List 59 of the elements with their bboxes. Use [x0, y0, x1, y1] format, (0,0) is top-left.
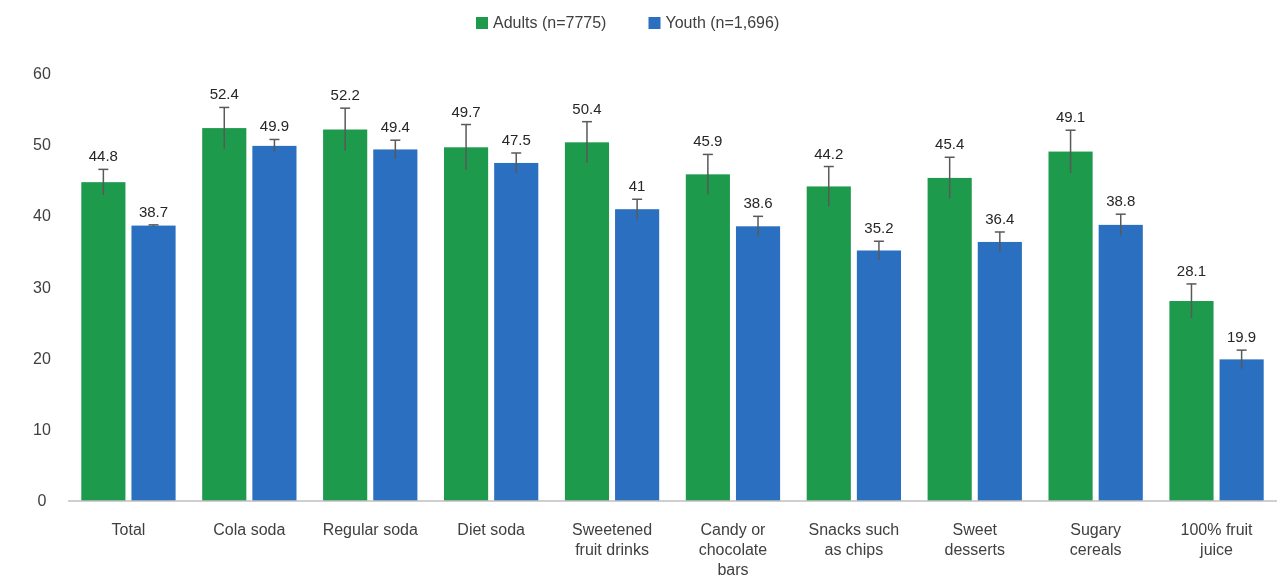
bar	[977, 241, 1022, 501]
y-tick-label: 20	[33, 349, 51, 367]
bar	[1048, 151, 1093, 501]
bar	[494, 162, 539, 501]
data-label: 49.1	[1055, 108, 1086, 126]
y-tick-label: 10	[33, 420, 51, 438]
y-tick-label: 0	[37, 492, 47, 509]
bar	[202, 128, 247, 501]
bar	[1169, 301, 1214, 501]
data-label: 45.9	[693, 132, 723, 150]
bar	[323, 129, 368, 501]
bar	[856, 250, 901, 501]
data-label: 50.4	[572, 99, 602, 117]
data-label: 49.4	[380, 118, 410, 136]
bar	[615, 209, 660, 501]
data-label: 49.9	[259, 117, 290, 135]
data-label: 38.6	[743, 194, 773, 212]
x-tick-label: Sugary cereals	[1069, 521, 1122, 558]
data-label: 49.7	[451, 102, 481, 120]
bar	[444, 147, 489, 501]
data-label: 44.2	[814, 144, 844, 162]
data-label: 47.5	[501, 130, 531, 148]
data-label: 38.8	[1106, 192, 1136, 210]
data-label: 44.8	[88, 147, 118, 165]
bar	[685, 174, 730, 501]
bar	[735, 226, 781, 501]
y-tick-label: 40	[33, 207, 51, 225]
legend-label: Youth (n=1,696)	[665, 14, 780, 31]
data-label: 38.7	[138, 202, 169, 220]
bar	[81, 182, 126, 501]
x-tick-label: Snacks such as chips	[808, 521, 900, 558]
x-tick-label: Regular soda	[322, 521, 418, 538]
data-label: 45.4	[935, 135, 965, 153]
x-tick-label: Sweet desserts	[944, 521, 1005, 558]
x-tick-label: Total	[111, 521, 146, 538]
bar	[1219, 359, 1264, 501]
x-tick-label: Sweetened fruit drinks	[572, 521, 653, 558]
bar	[373, 149, 418, 501]
data-label: 19.9	[1227, 328, 1257, 346]
data-label: 36.4	[985, 209, 1015, 227]
y-tick-label: 60	[33, 65, 51, 82]
data-label: 52.2	[330, 86, 360, 104]
data-label: 28.1	[1176, 261, 1207, 279]
x-tick-label: Cola soda	[213, 521, 286, 538]
bar	[564, 142, 610, 501]
x-tick-label: Candy or chocolate bars	[698, 521, 768, 578]
y-tick-label: 30	[33, 278, 51, 296]
x-tick-label: Diet soda	[457, 521, 526, 538]
bar	[131, 225, 176, 501]
data-label: 52.4	[209, 85, 239, 103]
x-tick-label: 100% fruit juice	[1180, 521, 1254, 558]
bar	[806, 186, 851, 501]
bar	[252, 145, 297, 501]
data-label: 41	[628, 177, 646, 195]
y-tick-label: 50	[33, 136, 51, 154]
bar	[1098, 224, 1143, 501]
legend-label: Adults (n=7775)	[493, 14, 607, 31]
data-label: 35.2	[864, 219, 894, 237]
bar	[927, 177, 972, 501]
